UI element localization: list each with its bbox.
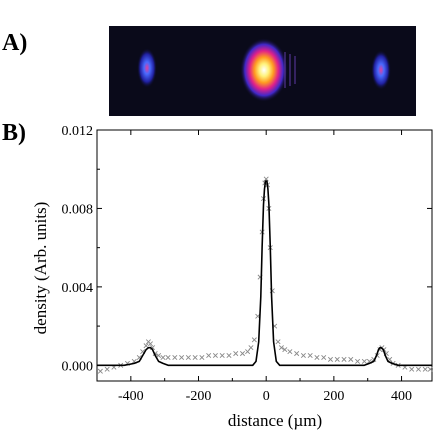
spot-left-satellite (137, 48, 157, 88)
data-point-marker (307, 352, 313, 359)
data-point-marker (415, 366, 421, 372)
data-point-marker (143, 343, 149, 349)
data-point-marker (314, 354, 320, 360)
data-point-marker (233, 351, 239, 357)
x-tick-label: -400 (118, 389, 144, 404)
data-point-marker (160, 354, 166, 360)
data-point-marker (294, 351, 300, 357)
data-point-marker (321, 354, 327, 360)
density-image (109, 26, 416, 116)
data-point-marker (275, 339, 281, 345)
data-point-marker (185, 354, 191, 360)
data-point-marker (179, 354, 185, 360)
data-point-marker (147, 341, 153, 347)
data-point-marker (199, 354, 205, 360)
data-point-marker (172, 354, 178, 360)
data-point-marker (348, 356, 354, 362)
y-tick-label: 0.004 (62, 281, 94, 296)
data-point-marker (327, 356, 334, 362)
spot-right-satellite (371, 50, 391, 90)
data-point-marker (300, 352, 306, 359)
data-point-marker (212, 352, 218, 359)
data-point-marker (427, 366, 433, 372)
series-measured-markers (97, 176, 433, 374)
data-point-marker (409, 366, 415, 372)
data-point-marker (219, 352, 225, 359)
data-point-marker (278, 345, 284, 351)
x-tick-label: 400 (391, 389, 412, 404)
y-tick-label: 0.012 (62, 124, 94, 139)
data-point-marker (422, 366, 428, 372)
data-point-marker (239, 351, 246, 357)
data-point-marker (156, 352, 162, 359)
x-axis-label: distance (µm) (228, 411, 322, 430)
y-axis-label: density (Arb. units) (31, 202, 50, 335)
y-tick-label: 0.008 (62, 202, 94, 217)
data-point-marker (226, 352, 232, 359)
x-tick-label: 0 (263, 389, 270, 404)
data-point-marker (206, 352, 212, 359)
spot-central-peak (240, 38, 288, 102)
series-fit-line (97, 180, 432, 367)
panel-label-b: B) (2, 120, 26, 146)
data-point-marker (355, 358, 361, 364)
plot-border (96, 129, 433, 382)
central-fringes (284, 52, 296, 88)
data-point-marker (251, 337, 257, 343)
data-point-marker (282, 347, 288, 353)
y-axis-ticks: 0.000 0.004 0.008 0.012 (62, 124, 432, 374)
data-point-marker (104, 366, 110, 372)
data-point-marker (361, 358, 367, 364)
data-point-marker (263, 176, 269, 182)
data-point-marker (248, 345, 254, 351)
x-tick-label: 200 (323, 389, 344, 404)
data-point-marker (97, 368, 103, 374)
x-tick-label: -200 (186, 389, 212, 404)
data-point-marker (334, 356, 340, 362)
data-point-marker (341, 356, 347, 362)
plot-frame (96, 129, 433, 382)
x-axis-ticks: -400 -200 0 200 400 (96, 130, 412, 404)
y-tick-label: 0.000 (62, 359, 94, 374)
panel-label-a: A) (2, 30, 28, 56)
fit-line-path (97, 180, 432, 367)
data-point-marker (192, 354, 198, 360)
data-point-marker (287, 349, 293, 355)
data-point-marker (165, 354, 171, 360)
